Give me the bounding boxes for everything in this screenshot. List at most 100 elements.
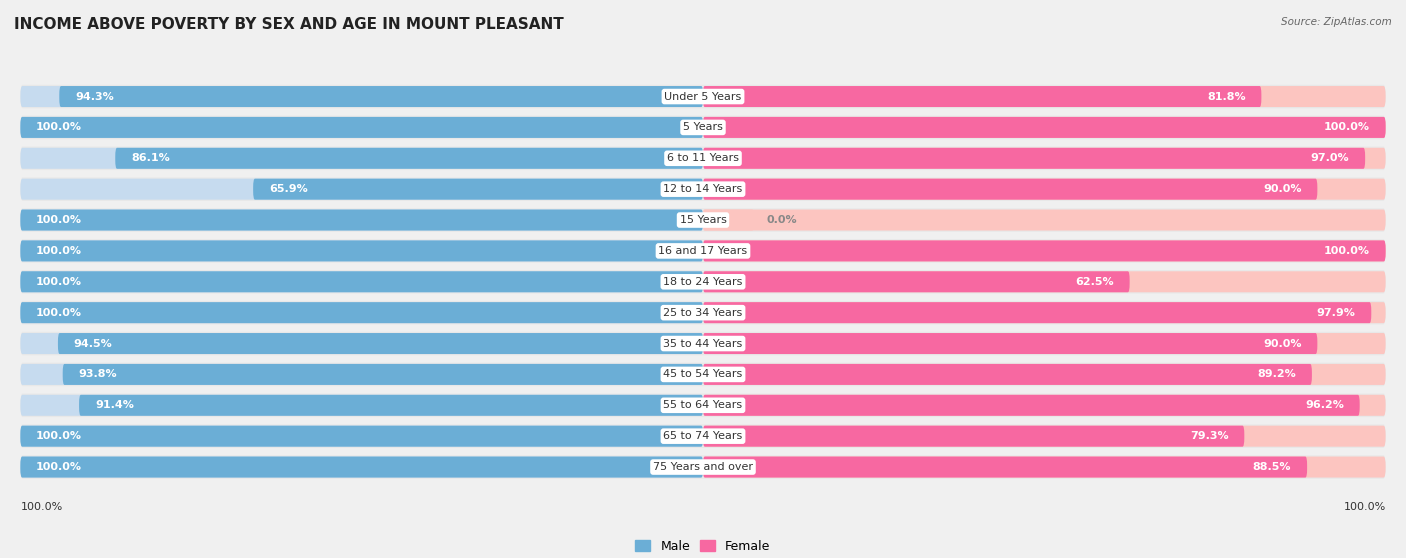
FancyBboxPatch shape	[703, 179, 1317, 200]
FancyBboxPatch shape	[20, 116, 1386, 139]
FancyBboxPatch shape	[703, 148, 1365, 169]
FancyBboxPatch shape	[20, 147, 1386, 170]
FancyBboxPatch shape	[20, 271, 703, 292]
FancyBboxPatch shape	[20, 302, 703, 323]
FancyBboxPatch shape	[703, 117, 1386, 138]
FancyBboxPatch shape	[20, 426, 703, 446]
Text: 0.0%: 0.0%	[766, 215, 797, 225]
FancyBboxPatch shape	[703, 271, 1129, 292]
Text: 100.0%: 100.0%	[37, 246, 82, 256]
Text: INCOME ABOVE POVERTY BY SEX AND AGE IN MOUNT PLEASANT: INCOME ABOVE POVERTY BY SEX AND AGE IN M…	[14, 17, 564, 32]
Text: 45 to 54 Years: 45 to 54 Years	[664, 369, 742, 379]
Text: 79.3%: 79.3%	[1189, 431, 1229, 441]
FancyBboxPatch shape	[20, 425, 1386, 448]
FancyBboxPatch shape	[20, 117, 703, 138]
FancyBboxPatch shape	[20, 177, 1386, 201]
Text: 81.8%: 81.8%	[1206, 92, 1246, 102]
FancyBboxPatch shape	[703, 117, 1386, 138]
Text: 100.0%: 100.0%	[20, 502, 63, 512]
Text: 75 Years and over: 75 Years and over	[652, 462, 754, 472]
Text: 100.0%: 100.0%	[37, 215, 82, 225]
FancyBboxPatch shape	[20, 240, 703, 261]
Text: 18 to 24 Years: 18 to 24 Years	[664, 277, 742, 287]
FancyBboxPatch shape	[703, 302, 1371, 323]
Text: 96.2%: 96.2%	[1305, 400, 1344, 410]
FancyBboxPatch shape	[703, 426, 1244, 446]
FancyBboxPatch shape	[703, 302, 1386, 323]
Text: 65.9%: 65.9%	[269, 184, 308, 194]
Text: 86.1%: 86.1%	[131, 153, 170, 163]
Text: 100.0%: 100.0%	[37, 431, 82, 441]
Text: 90.0%: 90.0%	[1263, 339, 1302, 349]
FancyBboxPatch shape	[79, 395, 703, 416]
Text: 25 to 34 Years: 25 to 34 Years	[664, 307, 742, 318]
FancyBboxPatch shape	[703, 456, 1386, 478]
Text: 100.0%: 100.0%	[37, 122, 82, 132]
FancyBboxPatch shape	[703, 86, 1261, 107]
Text: 5 Years: 5 Years	[683, 122, 723, 132]
Text: 100.0%: 100.0%	[1343, 502, 1386, 512]
FancyBboxPatch shape	[703, 148, 1386, 169]
Text: 94.5%: 94.5%	[73, 339, 112, 349]
Text: 65 to 74 Years: 65 to 74 Years	[664, 431, 742, 441]
FancyBboxPatch shape	[703, 210, 754, 230]
FancyBboxPatch shape	[20, 86, 703, 107]
FancyBboxPatch shape	[703, 333, 1386, 354]
Text: 94.3%: 94.3%	[75, 92, 114, 102]
FancyBboxPatch shape	[58, 333, 703, 354]
Text: 62.5%: 62.5%	[1076, 277, 1114, 287]
FancyBboxPatch shape	[703, 271, 1386, 292]
FancyBboxPatch shape	[703, 240, 1386, 261]
FancyBboxPatch shape	[703, 179, 1386, 200]
FancyBboxPatch shape	[253, 179, 703, 200]
Text: 89.2%: 89.2%	[1257, 369, 1296, 379]
FancyBboxPatch shape	[20, 332, 1386, 355]
FancyBboxPatch shape	[20, 426, 703, 446]
Text: 100.0%: 100.0%	[37, 307, 82, 318]
FancyBboxPatch shape	[20, 85, 1386, 108]
FancyBboxPatch shape	[20, 179, 703, 200]
FancyBboxPatch shape	[20, 239, 1386, 263]
FancyBboxPatch shape	[703, 364, 1312, 385]
Text: 97.0%: 97.0%	[1310, 153, 1350, 163]
FancyBboxPatch shape	[20, 363, 1386, 386]
FancyBboxPatch shape	[20, 456, 703, 478]
FancyBboxPatch shape	[20, 210, 703, 230]
Text: Under 5 Years: Under 5 Years	[665, 92, 741, 102]
FancyBboxPatch shape	[20, 210, 703, 230]
FancyBboxPatch shape	[703, 86, 1386, 107]
FancyBboxPatch shape	[703, 240, 1386, 261]
Text: 100.0%: 100.0%	[37, 277, 82, 287]
Text: Source: ZipAtlas.com: Source: ZipAtlas.com	[1281, 17, 1392, 27]
FancyBboxPatch shape	[20, 148, 703, 169]
FancyBboxPatch shape	[20, 456, 703, 478]
FancyBboxPatch shape	[20, 333, 703, 354]
FancyBboxPatch shape	[20, 302, 703, 323]
FancyBboxPatch shape	[20, 395, 703, 416]
Text: 100.0%: 100.0%	[1324, 246, 1369, 256]
Text: 6 to 11 Years: 6 to 11 Years	[666, 153, 740, 163]
Text: 97.9%: 97.9%	[1316, 307, 1355, 318]
FancyBboxPatch shape	[20, 455, 1386, 479]
FancyBboxPatch shape	[115, 148, 703, 169]
Text: 15 Years: 15 Years	[679, 215, 727, 225]
Text: 100.0%: 100.0%	[37, 462, 82, 472]
Text: 93.8%: 93.8%	[79, 369, 117, 379]
FancyBboxPatch shape	[20, 208, 1386, 232]
FancyBboxPatch shape	[20, 271, 703, 292]
Text: 88.5%: 88.5%	[1253, 462, 1291, 472]
FancyBboxPatch shape	[703, 210, 1386, 230]
FancyBboxPatch shape	[703, 395, 1360, 416]
FancyBboxPatch shape	[703, 456, 1308, 478]
Text: 35 to 44 Years: 35 to 44 Years	[664, 339, 742, 349]
Text: 12 to 14 Years: 12 to 14 Years	[664, 184, 742, 194]
FancyBboxPatch shape	[20, 301, 1386, 324]
Text: 90.0%: 90.0%	[1263, 184, 1302, 194]
FancyBboxPatch shape	[20, 240, 703, 261]
FancyBboxPatch shape	[20, 393, 1386, 417]
FancyBboxPatch shape	[703, 333, 1317, 354]
FancyBboxPatch shape	[703, 395, 1386, 416]
FancyBboxPatch shape	[20, 117, 703, 138]
FancyBboxPatch shape	[20, 270, 1386, 294]
FancyBboxPatch shape	[20, 364, 703, 385]
